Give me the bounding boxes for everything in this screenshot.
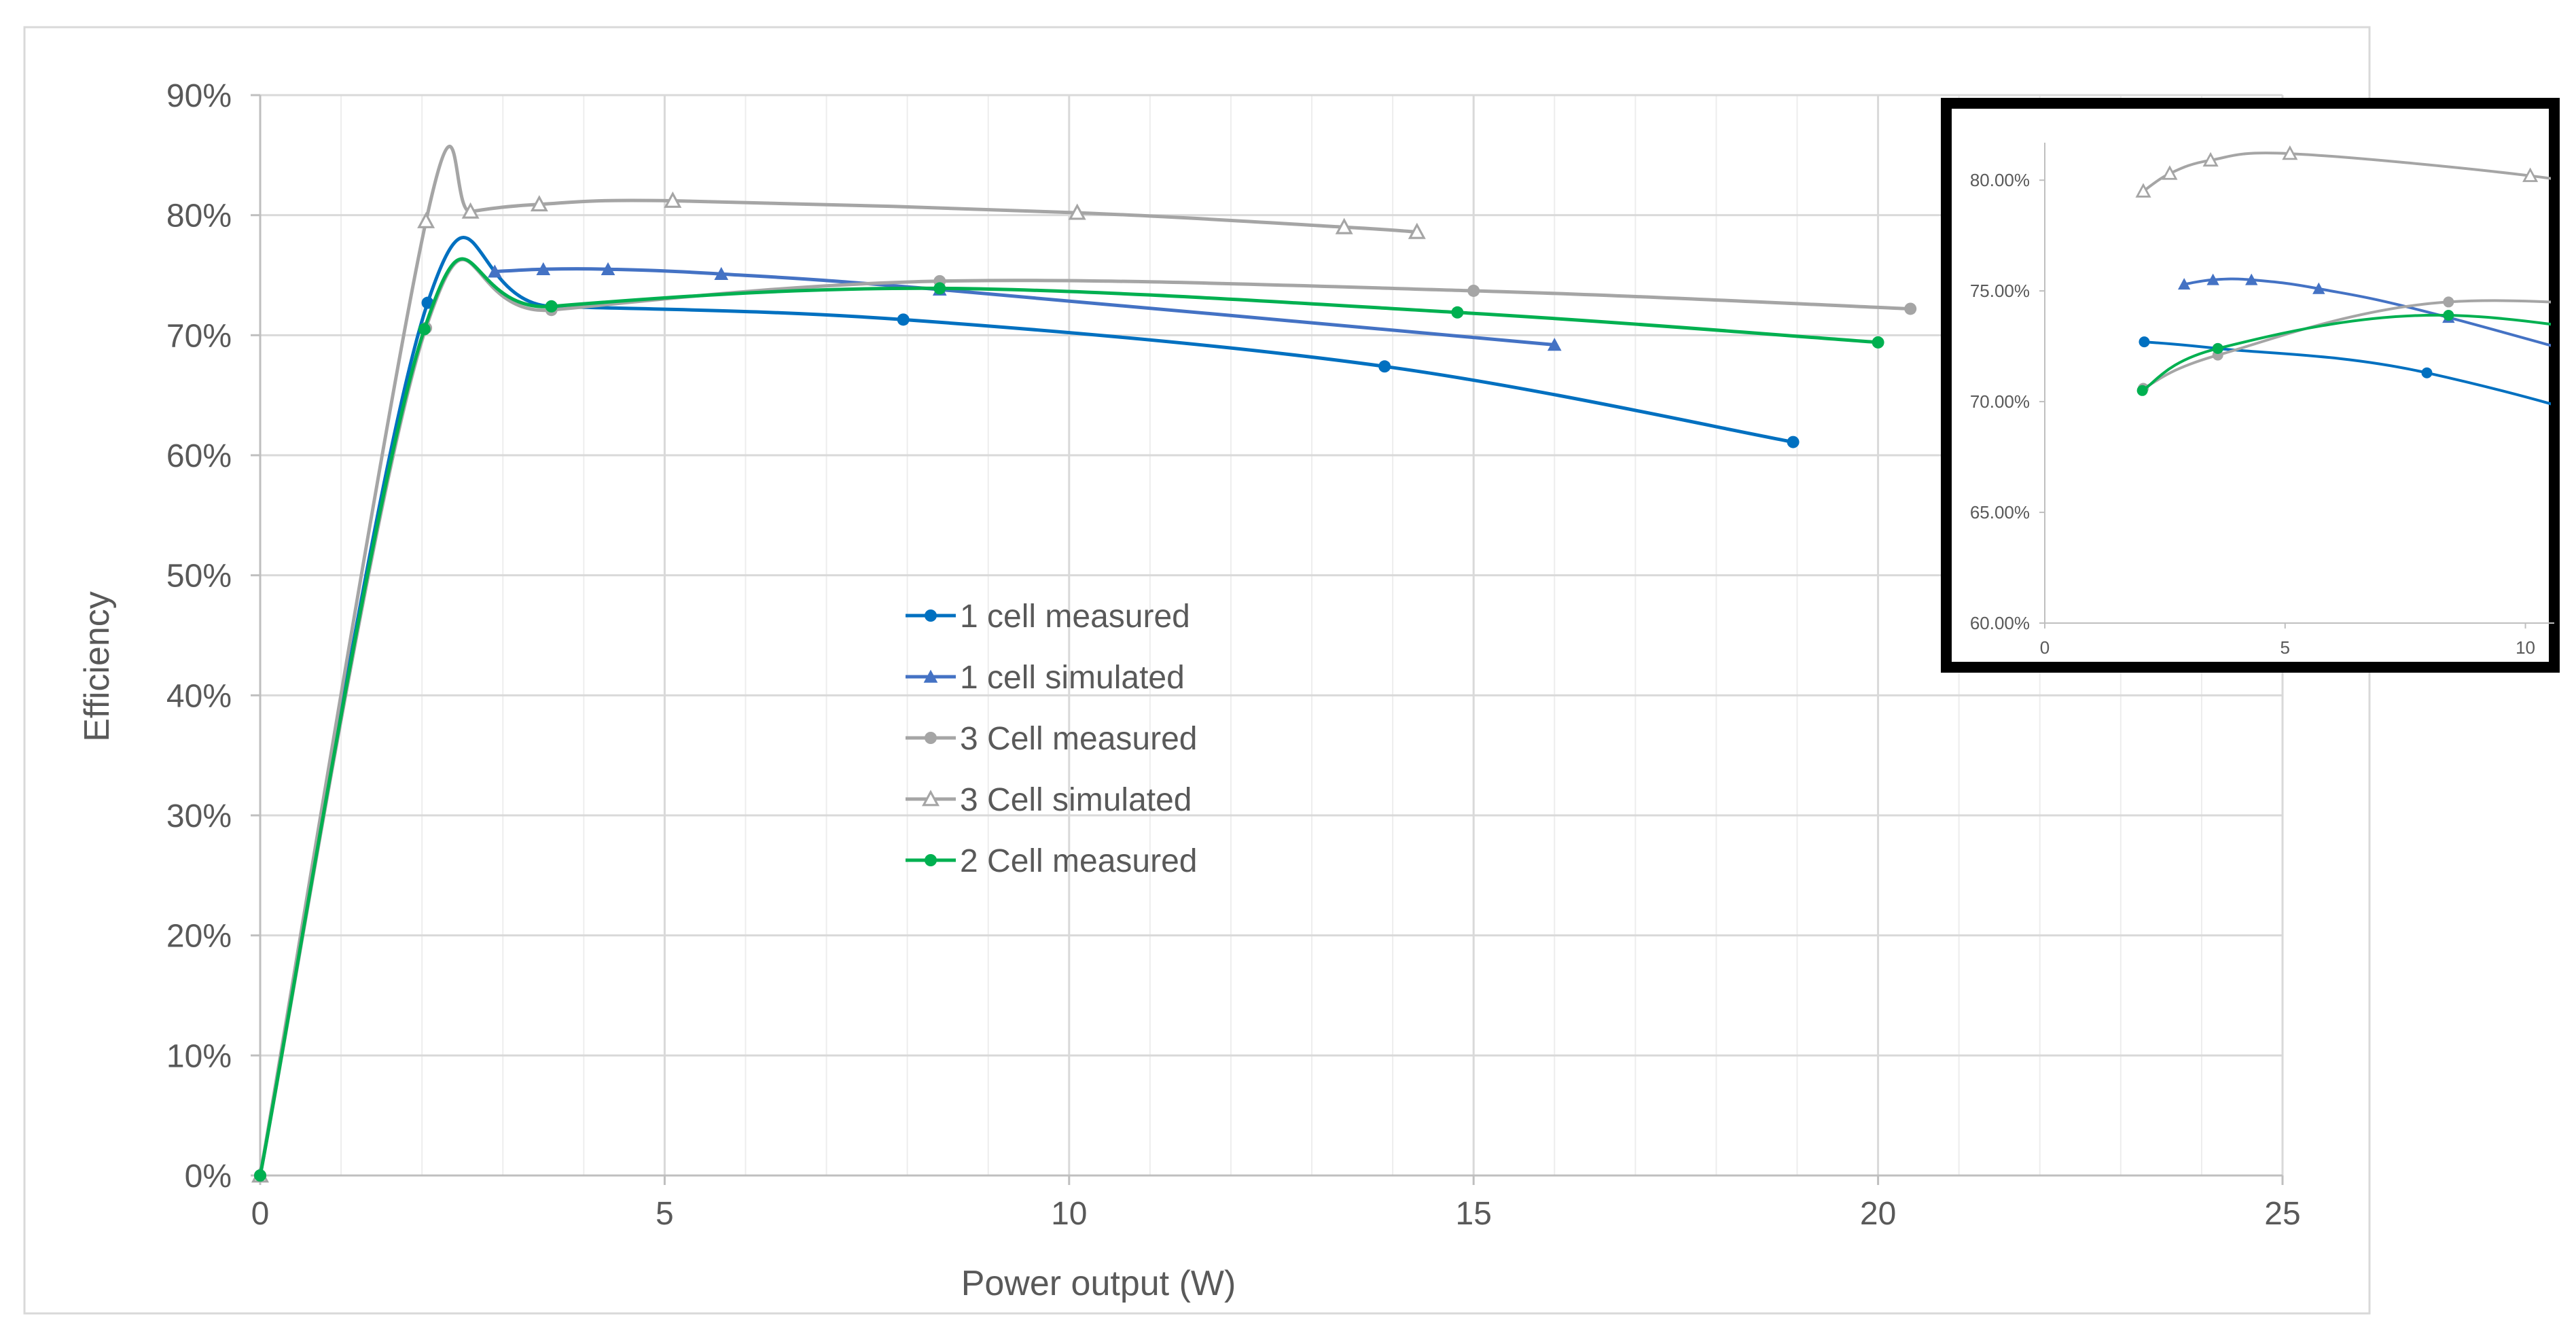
data-point xyxy=(1787,436,1800,448)
x-tick-label: 15 xyxy=(1456,1196,1492,1232)
inset-data-point xyxy=(2206,273,2219,285)
legend-label: 1 cell simulated xyxy=(960,660,1185,696)
y-tick-label: 50% xyxy=(166,559,232,595)
inset-x-tick-label: 0 xyxy=(2040,637,2050,658)
inset-data-point xyxy=(2135,183,2151,198)
x-tick-label: 10 xyxy=(1051,1196,1087,1232)
inset-data-point xyxy=(2312,282,2325,294)
data-point xyxy=(536,262,551,275)
data-point xyxy=(1904,302,1917,315)
data-point xyxy=(664,191,682,208)
inset-data-point xyxy=(2162,165,2178,180)
data-point xyxy=(1467,284,1480,297)
legend-label: 3 Cell measured xyxy=(960,721,1198,757)
data-point xyxy=(461,202,480,219)
inset-series-line xyxy=(2183,277,2551,347)
inset-data-point xyxy=(2245,273,2258,285)
series-2-cell-measured xyxy=(254,257,1884,1182)
legend-item: 3 Cell simulated xyxy=(906,782,1192,818)
y-tick-label: 0% xyxy=(185,1158,232,1195)
data-point xyxy=(897,313,910,326)
inset-series-3-cell-simulated xyxy=(2135,145,2551,198)
data-point xyxy=(1451,306,1464,319)
data-point xyxy=(601,262,615,275)
data-point xyxy=(1335,217,1353,234)
inset-data-point xyxy=(2202,152,2219,167)
y-tick-label: 40% xyxy=(166,678,232,714)
data-point xyxy=(1378,360,1391,373)
inset-data-point xyxy=(2136,385,2148,396)
data-point xyxy=(1547,338,1562,351)
inset-y-tick-label: 70.00% xyxy=(1970,391,2030,412)
inset-data-point xyxy=(2177,278,2191,290)
y-tick-label: 80% xyxy=(166,198,232,234)
legend-label: 3 Cell simulated xyxy=(960,782,1192,818)
inset-chart: 0 5 10 60.00% 65.00% 70.00% 75.00% 80.00% xyxy=(1941,98,2560,673)
data-point xyxy=(933,282,946,295)
y-tick-label: 70% xyxy=(166,318,232,354)
inset-x-tick-label: 10 xyxy=(2516,637,2535,658)
x-axis-title: Power output (W) xyxy=(961,1264,1236,1303)
legend-swatch-marker xyxy=(925,609,937,622)
inset-frame xyxy=(1941,98,2560,673)
inset-axes xyxy=(2044,143,2554,624)
legend-item: 1 cell measured xyxy=(906,599,1190,635)
data-point xyxy=(417,211,435,228)
legend-label: 2 Cell measured xyxy=(960,843,1198,879)
data-point xyxy=(714,266,729,281)
legend-label: 1 cell measured xyxy=(960,599,1190,635)
inset-y-tick-label: 75.00% xyxy=(1970,281,2030,301)
legend-swatch-marker xyxy=(923,669,938,683)
inset-data-point xyxy=(2443,296,2454,308)
inset-data-point xyxy=(2212,342,2223,354)
inset-series-1-cell-simulated xyxy=(2177,273,2551,347)
legend-item: 2 Cell measured xyxy=(906,843,1198,879)
data-point xyxy=(1872,336,1884,349)
y-tick-label: 60% xyxy=(166,438,232,474)
data-point xyxy=(545,300,558,313)
inset-data-point xyxy=(2139,336,2150,348)
legend-swatch-marker xyxy=(925,732,937,744)
x-tick-label: 20 xyxy=(1860,1196,1896,1232)
series-line xyxy=(495,267,1555,347)
data-point xyxy=(421,296,434,309)
y-tick-label: 30% xyxy=(166,798,232,834)
legend-item: 3 Cell measured xyxy=(906,721,1198,757)
legend-swatch-marker xyxy=(925,854,937,866)
series-line xyxy=(258,257,1878,1176)
y-axis-title: Efficiency xyxy=(77,591,117,742)
data-point xyxy=(254,1169,266,1182)
inset-series-line xyxy=(2142,152,2551,193)
main-tick-labels: 0 5 10 15 20 25 0% 10% 20% 30% 40% 50% 60% 70% 80% 90% xyxy=(166,78,2301,1232)
y-tick-label: 10% xyxy=(166,1038,232,1074)
main-series-group xyxy=(251,145,1917,1183)
y-tick-label: 20% xyxy=(166,919,232,955)
inset-y-tick-label: 80.00% xyxy=(1970,170,2030,190)
inset-data-point xyxy=(2421,367,2433,378)
inset-series-2-cell-measured xyxy=(2136,309,2551,396)
legend: 1 cell measured 1 cell simulated 3 Cell me… xyxy=(906,599,1198,879)
y-tick-label: 90% xyxy=(166,78,232,114)
data-point xyxy=(487,264,502,278)
legend-item: 1 cell simulated xyxy=(906,660,1185,696)
inset-data-point xyxy=(2282,145,2298,160)
x-tick-label: 5 xyxy=(656,1196,674,1232)
data-point xyxy=(1408,222,1426,239)
inset-y-tick-label: 60.00% xyxy=(1970,613,2030,633)
data-point xyxy=(530,195,548,212)
inset-data-point xyxy=(2443,309,2454,321)
inset-series-group xyxy=(2135,145,2551,406)
inset-y-tick-label: 65.00% xyxy=(1970,502,2030,523)
data-point xyxy=(1068,203,1086,220)
x-tick-label: 0 xyxy=(251,1196,270,1232)
x-tick-label: 25 xyxy=(2264,1196,2300,1232)
inset-tick-labels: 0 5 10 60.00% 65.00% 70.00% 75.00% 80.00% xyxy=(1970,170,2535,658)
data-point xyxy=(418,323,431,336)
inset-x-tick-label: 5 xyxy=(2280,637,2290,658)
inset-data-point xyxy=(2522,167,2539,182)
legend-swatch-marker xyxy=(922,790,940,807)
